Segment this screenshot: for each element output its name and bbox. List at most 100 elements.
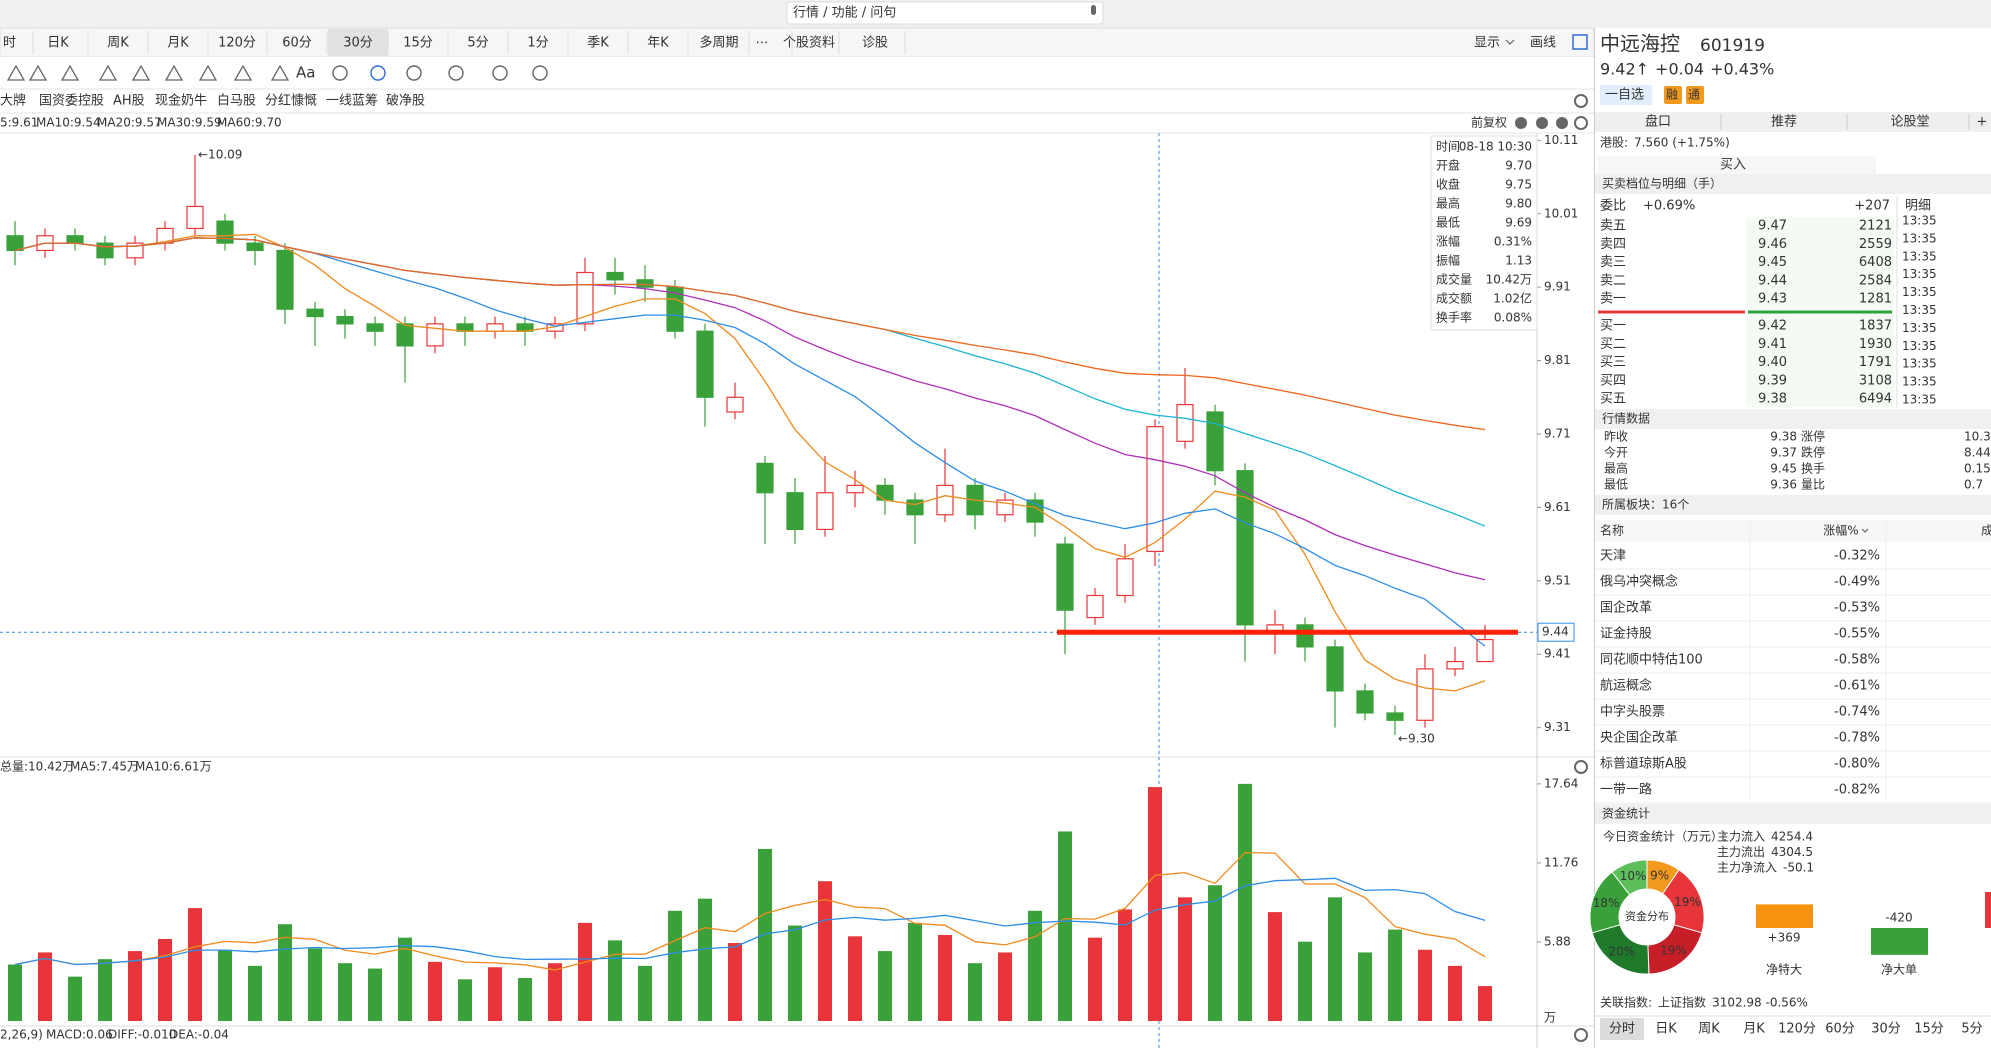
panel-tab[interactable]: 盘口 — [1645, 114, 1671, 130]
sector-name[interactable]: 国企改革 — [1600, 600, 1652, 616]
period-tab[interactable]: 诊股 — [862, 36, 888, 51]
tool-icon[interactable] — [406, 65, 422, 81]
zoom-icon[interactable] — [1536, 117, 1548, 129]
volume-bar — [98, 959, 112, 1021]
tag[interactable]: 分红慷慨 — [265, 93, 317, 109]
tool-label[interactable]: Aa — [296, 64, 315, 82]
sector-name[interactable]: 央企国企改革 — [1600, 730, 1678, 746]
sector-name[interactable]: 标普道琼斯A股 — [1600, 757, 1687, 772]
panel-tab[interactable]: 论股堂 — [1890, 115, 1929, 130]
candle-body — [1086, 594, 1104, 619]
sector-header[interactable]: 涨幅% — [1823, 523, 1858, 538]
period-tab[interactable]: 1分 — [527, 36, 548, 51]
macd-legend: DIFF:-0.010 — [108, 1028, 176, 1042]
bottom-tab[interactable]: 15分 — [1914, 1022, 1944, 1037]
period-tab[interactable]: 5分 — [467, 36, 488, 51]
panel-toggle[interactable] — [1572, 34, 1588, 50]
zoom-icon[interactable] — [1515, 117, 1527, 129]
panel-tab[interactable]: 推荐 — [1771, 115, 1797, 130]
tag[interactable]: 一线蓝筹 — [326, 93, 378, 109]
watch-label[interactable]: 一自选 — [1605, 88, 1644, 103]
period-tab[interactable]: 30分 — [343, 36, 373, 51]
tag[interactable]: 大牌 — [0, 93, 26, 109]
volume-bar — [1328, 897, 1342, 1021]
pie-label: 20% — [1608, 944, 1635, 958]
mic-icon[interactable] — [1091, 5, 1096, 15]
period-tab[interactable]: 时 — [3, 36, 16, 51]
view-tab[interactable]: 显示 — [1474, 36, 1500, 51]
tag[interactable]: 破净股 — [386, 94, 425, 109]
volume-bar — [1268, 912, 1282, 1021]
detail-time: 13:35 — [1902, 303, 1937, 317]
gear-icon[interactable] — [1574, 1028, 1588, 1042]
period-tab[interactable]: 周K — [107, 36, 129, 51]
gear-icon[interactable] — [1574, 760, 1588, 774]
period-tab[interactable]: 120分 — [218, 36, 256, 51]
book-label: 卖四 — [1600, 237, 1626, 252]
tool-icon[interactable] — [198, 64, 218, 81]
volume-bar — [1448, 965, 1462, 1021]
bottom-tab[interactable]: 分时 — [1609, 1022, 1635, 1037]
pie-slice — [1611, 859, 1648, 896]
tool-icon[interactable] — [448, 65, 464, 81]
tag[interactable]: AH股 — [113, 94, 145, 109]
zoom-icon[interactable] — [1556, 117, 1568, 129]
tool-icon[interactable] — [98, 64, 118, 81]
period-tab[interactable]: 日K — [47, 36, 69, 51]
bottom-tab[interactable]: 日K — [1655, 1022, 1677, 1037]
period-tab[interactable]: 个股资料 — [783, 36, 835, 51]
gear-icon[interactable] — [1574, 116, 1588, 130]
bottom-tab[interactable]: 30分 — [1871, 1022, 1901, 1037]
volume-bar — [368, 968, 382, 1021]
volume-unit: 万 — [1544, 1011, 1556, 1025]
section-bar — [1595, 495, 1991, 515]
period-tab[interactable]: 60分 — [282, 36, 312, 51]
volume-bar — [938, 934, 952, 1021]
gear-icon[interactable] — [1574, 94, 1588, 108]
sector-name[interactable]: 俄乌冲突概念 — [1600, 574, 1678, 590]
tool-icon[interactable] — [332, 65, 348, 81]
tool-icon[interactable] — [131, 64, 151, 81]
period-tab[interactable]: 年K — [647, 36, 669, 51]
sector-name[interactable]: 证金持股 — [1600, 626, 1652, 642]
period-tab[interactable]: 15分 — [403, 36, 433, 51]
sector-name[interactable]: 航运概念 — [1600, 678, 1652, 694]
detail-time: 13:35 — [1902, 393, 1937, 407]
volume-bar — [668, 910, 682, 1021]
candle-body — [216, 220, 234, 244]
tool-icon[interactable] — [60, 64, 80, 81]
adjust-label[interactable]: 前复权 — [1471, 115, 1507, 130]
tool-icon[interactable] — [28, 64, 48, 81]
sector-name[interactable]: 天津 — [1600, 549, 1626, 564]
buy-button[interactable]: 买入 — [1720, 158, 1746, 173]
sector-name[interactable]: 一带一路 — [1600, 782, 1652, 798]
watch-button[interactable] — [1600, 85, 1652, 105]
tool-icon[interactable] — [270, 64, 290, 81]
tag[interactable]: 白马股 — [217, 93, 256, 109]
panel-tab[interactable]: + — [1977, 115, 1988, 130]
tool-icon[interactable] — [532, 65, 548, 81]
sector-name[interactable]: 中字头股票 — [1600, 705, 1665, 720]
tool-icon[interactable] — [492, 65, 508, 81]
search-box[interactable] — [786, 1, 1104, 25]
tool-icon[interactable] — [233, 64, 253, 81]
period-tab[interactable]: 月K — [167, 36, 189, 51]
sector-name[interactable]: 同花顺中特估100 — [1600, 652, 1703, 668]
tool-icon[interactable] — [164, 64, 184, 81]
volume-bar — [908, 922, 922, 1021]
view-tab[interactable]: 画线 — [1530, 36, 1556, 51]
bottom-tab[interactable]: 60分 — [1825, 1022, 1855, 1037]
bottom-tab[interactable]: 120分 — [1778, 1022, 1816, 1037]
tool-icon[interactable] — [6, 64, 26, 81]
volume-legend: MA10:6.61万 — [135, 760, 212, 774]
tag[interactable]: 国资委控股 — [39, 94, 104, 109]
tag[interactable]: 现金奶牛 — [155, 93, 207, 109]
ma-legend: MA30:9.59 — [157, 116, 222, 130]
tool-icon[interactable] — [370, 65, 386, 81]
bottom-tab[interactable]: 周K — [1698, 1022, 1720, 1037]
bottom-tab[interactable]: 5分 — [1961, 1022, 1982, 1037]
period-tab[interactable]: 季K — [587, 36, 609, 51]
bottom-tab[interactable]: 月K — [1743, 1022, 1765, 1037]
period-tab[interactable]: ⋯ — [756, 36, 769, 51]
period-tab[interactable]: 多周期 — [699, 35, 738, 51]
